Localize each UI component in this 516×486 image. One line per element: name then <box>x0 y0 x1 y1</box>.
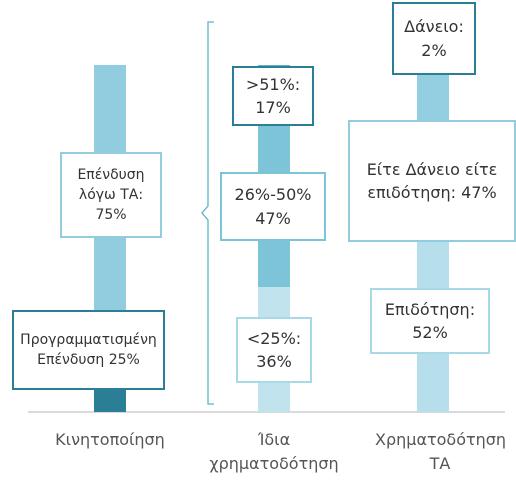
segment-name: Προγραμματισμένη Επένδυση <box>20 331 157 368</box>
label-text: Επένδυση λόγω ΤΑ: 75% <box>66 165 156 226</box>
label-box: Επιδότηση: 52% <box>370 288 490 354</box>
label-box: >51%: 17% <box>232 66 314 126</box>
segment-value: 52% <box>412 323 448 342</box>
segment-name: >51%: <box>245 74 301 94</box>
label-text: Επιδότηση: 52% <box>376 298 484 344</box>
label-box: Δάνειο: 2% <box>392 2 476 75</box>
bracket <box>201 21 214 405</box>
segment-value: 25% <box>108 352 140 368</box>
label-text: <25%: 36% <box>242 327 306 373</box>
category-label: Χρηματοδότηση ΤΑ <box>375 430 507 473</box>
label-box: <25%: 36% <box>236 317 312 383</box>
segment-name: Δάνειο: <box>404 17 464 37</box>
segment-name: 26%-50% <box>234 185 312 205</box>
segment-value: 36% <box>256 352 292 371</box>
segment-value: 2% <box>421 40 447 60</box>
segment-value: 75% <box>95 207 127 224</box>
label-box: Είτε Δάνειο είτε επιδότηση: 47% <box>348 120 516 242</box>
label-box: Προγραμματισμένη Επένδυση 25% <box>12 310 165 390</box>
segment-value: 47% <box>255 208 291 228</box>
segment-name: Είτε Δάνειο είτε επιδότηση: <box>366 159 498 202</box>
label-box: Επένδυση λόγω ΤΑ: 75% <box>60 152 162 238</box>
segment-name: Επένδυση λόγω ΤΑ: <box>77 166 145 203</box>
segment-name: Επιδότηση: <box>384 299 476 319</box>
category-label: Ίδια χρηματοδότηση <box>209 430 339 473</box>
segment-name: <25%: <box>246 328 302 348</box>
label-box: 26%-50% 47% <box>220 172 326 241</box>
segment-value: 17% <box>255 98 291 117</box>
label-text: 26%-50% 47% <box>226 183 320 229</box>
segment-value: 47% <box>461 183 497 202</box>
label-text: >51%: 17% <box>238 73 308 119</box>
label-text: Είτε Δάνειο είτε επιδότηση: 47% <box>354 158 510 204</box>
category-label: Κινητοποίηση <box>55 430 165 449</box>
label-text: Προγραμματισμένη Επένδυση 25% <box>18 330 159 371</box>
label-text: Δάνειο: 2% <box>398 15 470 61</box>
